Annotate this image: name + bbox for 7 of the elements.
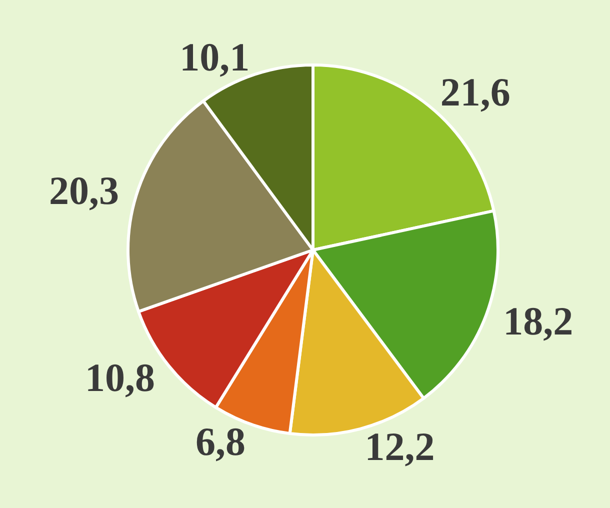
- data-label: 12,2: [364, 424, 435, 469]
- data-label: 20,3: [48, 168, 119, 213]
- data-label: 6,8: [195, 418, 246, 464]
- data-label: 10,8: [84, 354, 155, 400]
- data-label: 10,1: [180, 34, 250, 80]
- data-label: 18,2: [503, 298, 574, 344]
- data-label: 21,6: [440, 69, 510, 114]
